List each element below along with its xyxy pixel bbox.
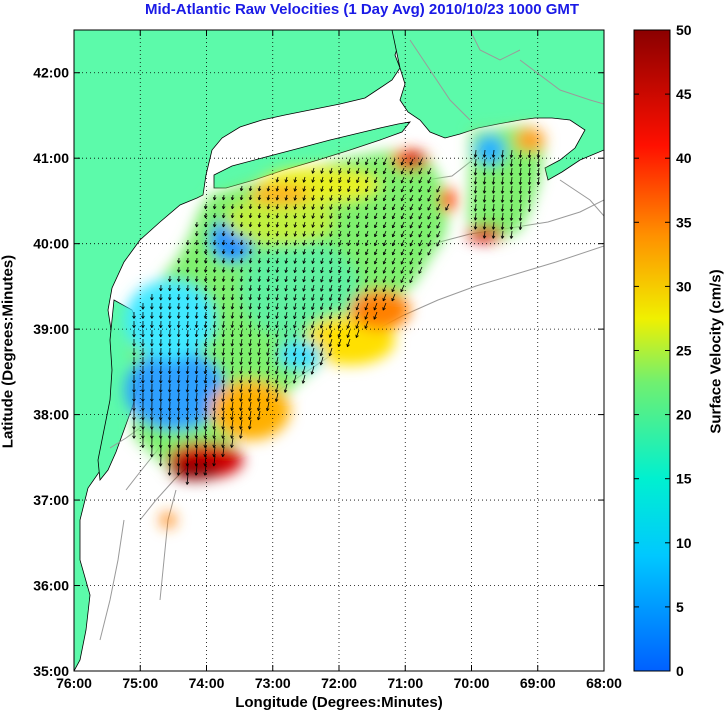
y-tick-label: 37:00 — [33, 492, 69, 508]
x-tick-label: 75:00 — [122, 675, 158, 691]
colorbar-tick-label: 10 — [676, 535, 692, 551]
map-title: Mid-Atlantic Raw Velocities (1 Day Avg) … — [144, 1, 580, 18]
colorbar-tick-label: 20 — [676, 407, 692, 423]
x-tick-label: 71:00 — [387, 675, 423, 691]
colorbar-tick-label: 35 — [676, 214, 692, 230]
colorbar-label: Surface Velocity (cm/s) — [707, 269, 724, 434]
velocity-arrows — [132, 149, 541, 485]
x-tick-label: 68:00 — [586, 675, 622, 691]
y-tick-label: 36:00 — [33, 578, 69, 594]
colorbar-tick-label: 40 — [676, 150, 692, 166]
colorbar-tick-label: 30 — [676, 278, 692, 294]
land-long-island — [213, 121, 411, 189]
y-tick-label: 42:00 — [33, 65, 69, 81]
velocity-color-field — [125, 125, 545, 528]
x-axis-label: Longitude (Degrees:Minutes) — [235, 694, 443, 711]
y-tick-label: 38:00 — [33, 407, 69, 423]
x-tick-label: 76:00 — [56, 675, 92, 691]
x-axis-ticks: 76:00 75:00 74:00 73:00 72:00 71:00 70:00 69:00… — [56, 30, 622, 691]
y-tick-label: 40:00 — [33, 236, 69, 252]
y-tick-label: 35:00 — [33, 663, 69, 679]
y-tick-label: 39:00 — [33, 321, 69, 337]
land-new-england — [391, 30, 604, 181]
colorbar-tick-label: 25 — [676, 343, 692, 359]
colorbar-tick-label: 50 — [676, 22, 692, 38]
colorbar-tick-label: 15 — [676, 471, 692, 487]
x-tick-label: 70:00 — [454, 675, 490, 691]
colorbar-tick-label: 5 — [676, 599, 684, 615]
colorbar-tick-label: 0 — [676, 663, 684, 679]
y-tick-label: 41:00 — [33, 150, 69, 166]
x-tick-label: 69:00 — [520, 675, 556, 691]
colorbar — [633, 29, 671, 672]
colorbar-ticks: 0 5 10 15 20 25 30 35 40 45 50 — [634, 22, 692, 679]
y-axis-label: Latitude (Degrees:Minutes) — [0, 254, 17, 449]
land-mainland — [74, 30, 401, 671]
y-axis-ticks: 35:00 36:00 37:00 38:00 39:00 40:00 41:00 42:00 — [33, 65, 604, 679]
x-tick-label: 74:00 — [189, 675, 225, 691]
x-tick-label: 73:00 — [255, 675, 291, 691]
map-grid — [74, 30, 604, 671]
colorbar-tick-label: 45 — [676, 86, 692, 102]
x-tick-label: 72:00 — [321, 675, 357, 691]
